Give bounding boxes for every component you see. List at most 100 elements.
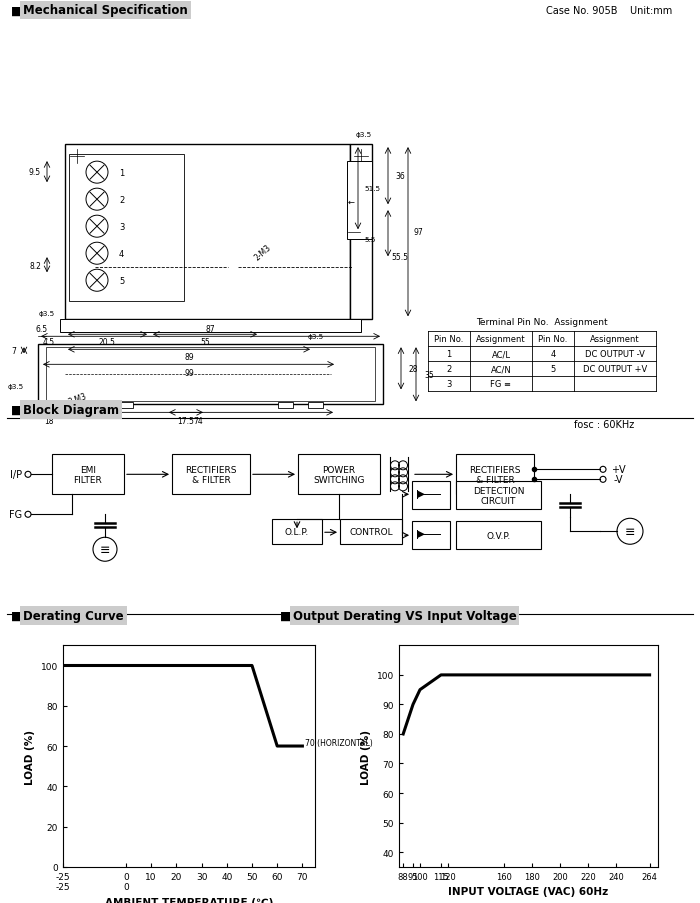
- Text: 51.5: 51.5: [364, 186, 380, 192]
- Text: 8.2: 8.2: [29, 262, 41, 270]
- Text: ϕ3.5: ϕ3.5: [39, 311, 55, 317]
- Text: Case No. 905B    Unit:mm: Case No. 905B Unit:mm: [546, 5, 672, 16]
- Text: ≡: ≡: [99, 543, 111, 556]
- Text: Block Diagram: Block Diagram: [23, 404, 119, 416]
- Text: Mechanical Specification: Mechanical Specification: [23, 5, 188, 17]
- Bar: [278, 403, 293, 409]
- Text: 55: 55: [200, 338, 210, 347]
- Text: 20.5: 20.5: [99, 338, 116, 347]
- Text: 2: 2: [119, 195, 125, 204]
- Bar: [412, 482, 450, 509]
- Text: SWITCHING: SWITCHING: [314, 475, 365, 484]
- Text: DC OUTPUT +V: DC OUTPUT +V: [583, 365, 647, 374]
- Text: 2-M3: 2-M3: [67, 391, 88, 406]
- Text: 3: 3: [119, 222, 125, 231]
- Text: ϕ3.5: ϕ3.5: [8, 384, 24, 390]
- Text: 97: 97: [413, 228, 423, 237]
- Bar: [118, 403, 133, 409]
- Text: 87: 87: [206, 324, 216, 333]
- Text: 4.5: 4.5: [43, 338, 55, 347]
- Text: I/P: I/P: [10, 470, 22, 479]
- Text: 18: 18: [44, 416, 54, 425]
- Text: 5: 5: [550, 365, 556, 374]
- Text: 3: 3: [447, 380, 452, 389]
- Bar: [298, 455, 380, 495]
- Bar: [308, 403, 323, 409]
- Text: CONTROL: CONTROL: [349, 527, 393, 536]
- Text: Output Derating VS Input Voltage: Output Derating VS Input Voltage: [293, 610, 517, 622]
- Text: ≡: ≡: [624, 526, 636, 538]
- Text: 4: 4: [119, 249, 125, 258]
- Text: 2: 2: [447, 365, 452, 374]
- Bar: [456, 522, 541, 550]
- Text: 2-M3: 2-M3: [253, 243, 273, 263]
- Bar: [60, 320, 361, 333]
- Text: 1: 1: [119, 169, 125, 178]
- Y-axis label: LOAD (%): LOAD (%): [361, 729, 371, 784]
- Text: 89: 89: [184, 352, 194, 361]
- Text: 74: 74: [193, 416, 203, 425]
- Text: 4: 4: [550, 350, 556, 358]
- Text: 28: 28: [408, 365, 418, 374]
- Text: 99: 99: [184, 368, 194, 377]
- Text: AC/L: AC/L: [491, 350, 510, 358]
- Bar: [456, 482, 541, 509]
- Bar: [350, 145, 372, 320]
- Text: ■: ■: [10, 5, 22, 17]
- Text: ■: ■: [10, 610, 22, 622]
- Polygon shape: [417, 490, 425, 498]
- Bar: [69, 155, 184, 302]
- Bar: [275, 324, 289, 332]
- Bar: [340, 520, 402, 545]
- Text: 7: 7: [12, 347, 16, 356]
- Text: -V: -V: [613, 475, 623, 485]
- Text: AC/N: AC/N: [491, 365, 512, 374]
- Bar: [456, 455, 534, 495]
- Bar: [220, 324, 234, 332]
- Text: ■: ■: [280, 610, 291, 622]
- Text: fosc : 60KHz: fosc : 60KHz: [574, 419, 634, 430]
- Bar: [65, 145, 350, 320]
- Text: Assignment: Assignment: [590, 335, 640, 344]
- Text: 35: 35: [424, 370, 434, 379]
- Text: RECTIFIERS: RECTIFIERS: [186, 465, 237, 474]
- Text: 6.5: 6.5: [36, 324, 48, 333]
- Text: 5.5: 5.5: [364, 237, 375, 243]
- X-axis label: INPUT VOLTAGE (VAC) 60Hz: INPUT VOLTAGE (VAC) 60Hz: [449, 886, 608, 897]
- Text: & FILTER: & FILTER: [475, 475, 514, 484]
- Bar: [52, 455, 124, 495]
- Text: Pin No.: Pin No.: [434, 335, 463, 344]
- Text: & FILTER: & FILTER: [192, 475, 230, 484]
- Text: Assignment: Assignment: [476, 335, 526, 344]
- Bar: [266, 374, 292, 386]
- Text: 36: 36: [395, 172, 405, 181]
- Text: 5: 5: [119, 276, 125, 285]
- Bar: [38, 345, 383, 405]
- Text: 1: 1: [447, 350, 452, 358]
- Text: FG ≡: FG ≡: [491, 380, 512, 389]
- Text: POWER: POWER: [323, 465, 356, 474]
- Bar: [115, 324, 129, 332]
- Bar: [88, 403, 103, 409]
- Y-axis label: LOAD (%): LOAD (%): [25, 729, 35, 784]
- Text: FG: FG: [9, 509, 22, 520]
- Text: Derating Curve: Derating Curve: [23, 610, 124, 622]
- Text: Pin No.: Pin No.: [538, 335, 568, 344]
- Bar: [347, 162, 372, 240]
- Text: Terminal Pin No.  Assignment: Terminal Pin No. Assignment: [476, 318, 608, 326]
- Bar: [106, 374, 132, 386]
- Bar: [272, 520, 322, 545]
- Bar: [75, 324, 89, 332]
- Bar: [412, 522, 450, 550]
- Text: DC OUTPUT -V: DC OUTPUT -V: [585, 350, 645, 358]
- Text: ϕ3.5: ϕ3.5: [308, 334, 324, 340]
- Text: CIRCUIT: CIRCUIT: [481, 497, 516, 506]
- Bar: [172, 455, 250, 495]
- Text: 9.5: 9.5: [29, 167, 41, 176]
- Text: ■: ■: [10, 404, 22, 416]
- Text: FILTER: FILTER: [74, 475, 102, 484]
- Text: O.V.P.: O.V.P.: [486, 531, 510, 540]
- Text: DETECTION: DETECTION: [473, 486, 524, 495]
- Text: O.L.P.: O.L.P.: [285, 527, 309, 536]
- Text: 17.5: 17.5: [178, 416, 195, 425]
